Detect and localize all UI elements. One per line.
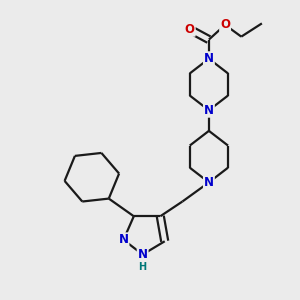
Text: N: N xyxy=(138,248,148,261)
Text: N: N xyxy=(118,233,128,246)
Text: O: O xyxy=(185,23,195,36)
Text: N: N xyxy=(204,52,214,65)
Text: N: N xyxy=(204,176,214,189)
Text: N: N xyxy=(204,104,214,117)
Text: H: H xyxy=(139,262,147,272)
Text: O: O xyxy=(220,18,230,32)
